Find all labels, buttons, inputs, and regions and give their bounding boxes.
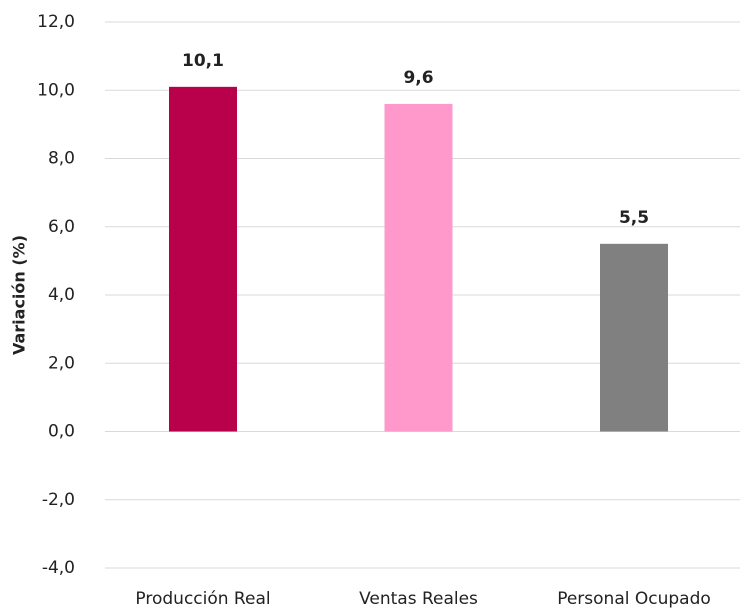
x-tick-label: Personal Ocupado bbox=[557, 589, 711, 609]
value-label: 9,6 bbox=[403, 68, 433, 88]
x-tick-label: Ventas Reales bbox=[359, 589, 478, 609]
y-axis-label: Variación (%) bbox=[10, 235, 29, 355]
bar bbox=[600, 243, 668, 432]
bar bbox=[169, 86, 237, 432]
y-tick-label: 2,0 bbox=[48, 353, 75, 373]
value-label: 10,1 bbox=[182, 51, 224, 71]
y-tick-label: -4,0 bbox=[42, 558, 75, 578]
y-tick-label: 0,0 bbox=[48, 422, 75, 442]
value-label: 5,5 bbox=[619, 208, 649, 228]
y-tick-label: 8,0 bbox=[48, 149, 75, 169]
y-tick-label: 10,0 bbox=[37, 80, 75, 100]
bar bbox=[384, 103, 453, 432]
y-tick-label: 12,0 bbox=[37, 12, 75, 32]
x-tick-label: Producción Real bbox=[135, 589, 270, 609]
y-tick-label: 4,0 bbox=[48, 285, 75, 305]
y-tick-label: -2,0 bbox=[42, 490, 75, 510]
y-tick-label: 6,0 bbox=[48, 217, 75, 237]
